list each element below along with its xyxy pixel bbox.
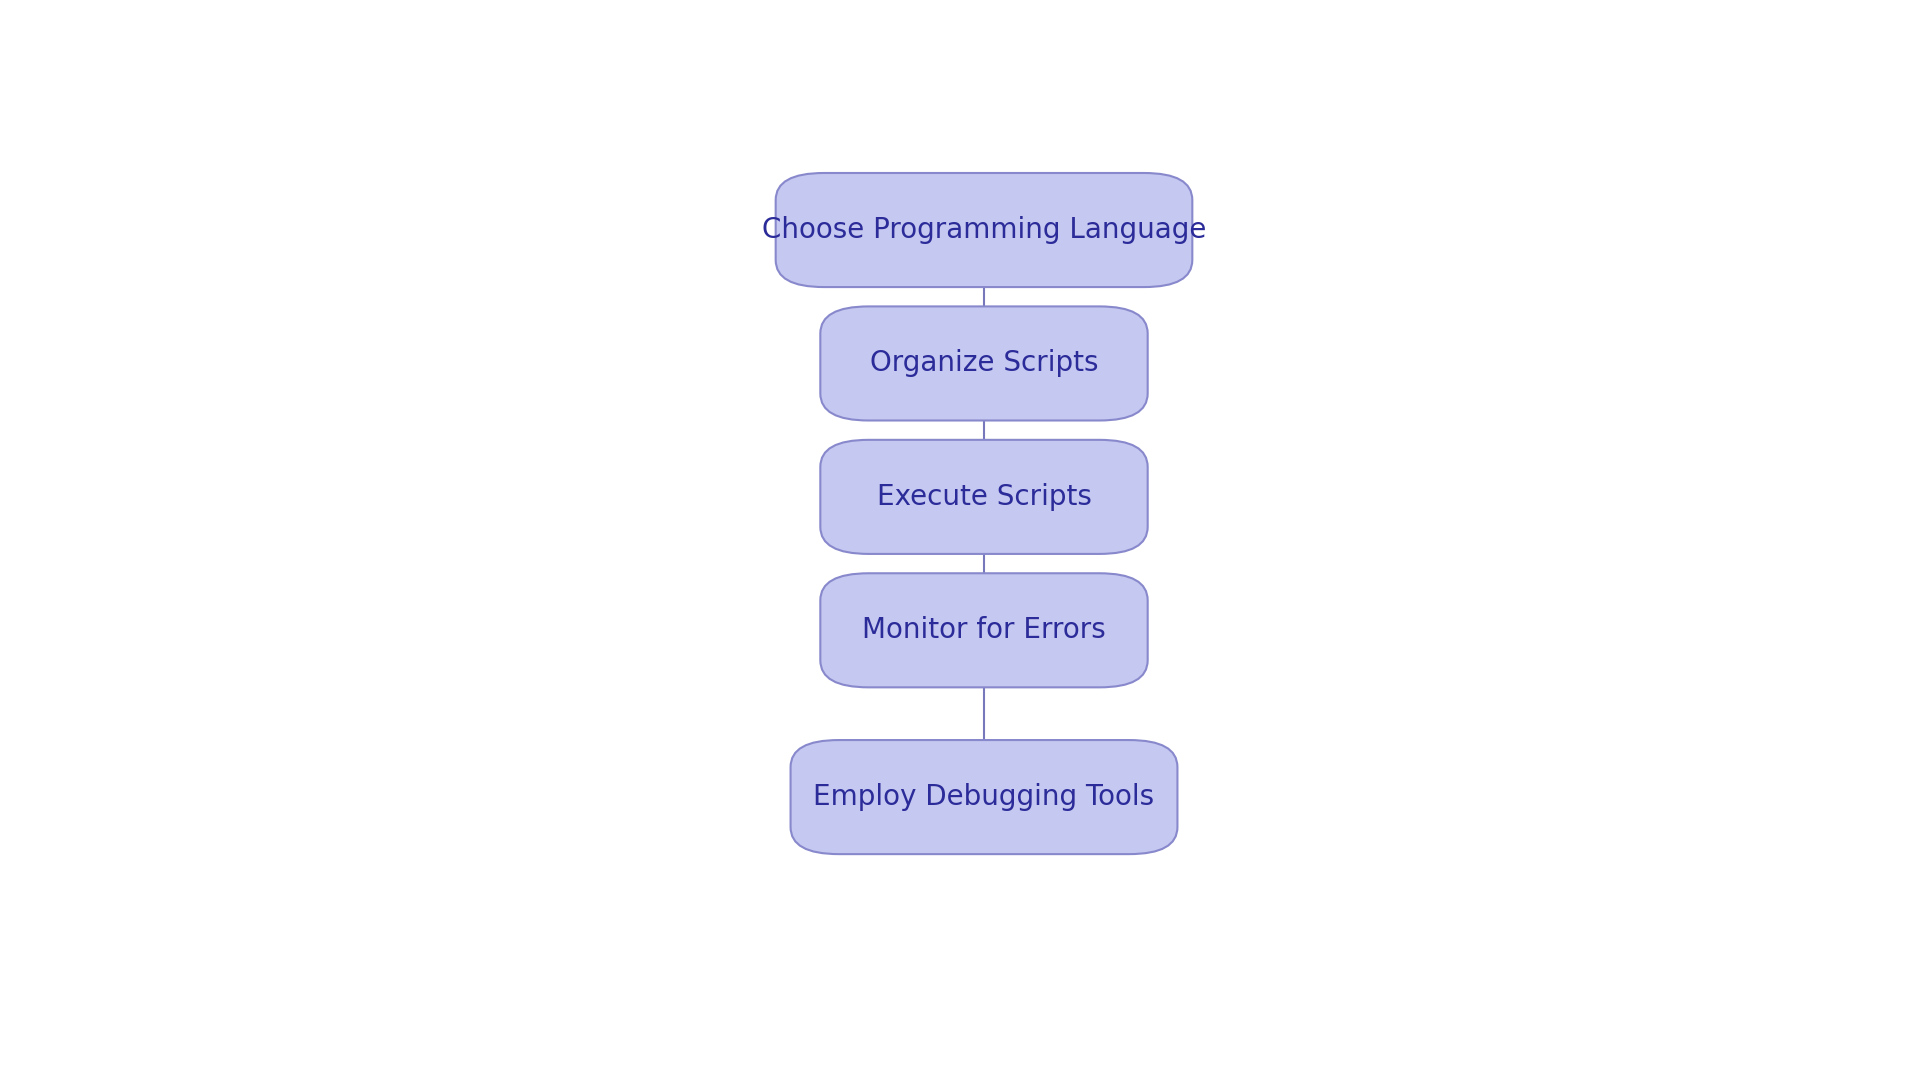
FancyBboxPatch shape [791,740,1177,854]
Text: Execute Scripts: Execute Scripts [877,483,1091,511]
Text: Monitor for Errors: Monitor for Errors [862,616,1106,644]
FancyBboxPatch shape [820,440,1148,553]
FancyBboxPatch shape [820,573,1148,688]
FancyBboxPatch shape [776,173,1192,287]
Text: Organize Scripts: Organize Scripts [870,350,1098,378]
FancyBboxPatch shape [820,306,1148,420]
Text: Employ Debugging Tools: Employ Debugging Tools [814,783,1154,811]
Text: Choose Programming Language: Choose Programming Language [762,216,1206,244]
